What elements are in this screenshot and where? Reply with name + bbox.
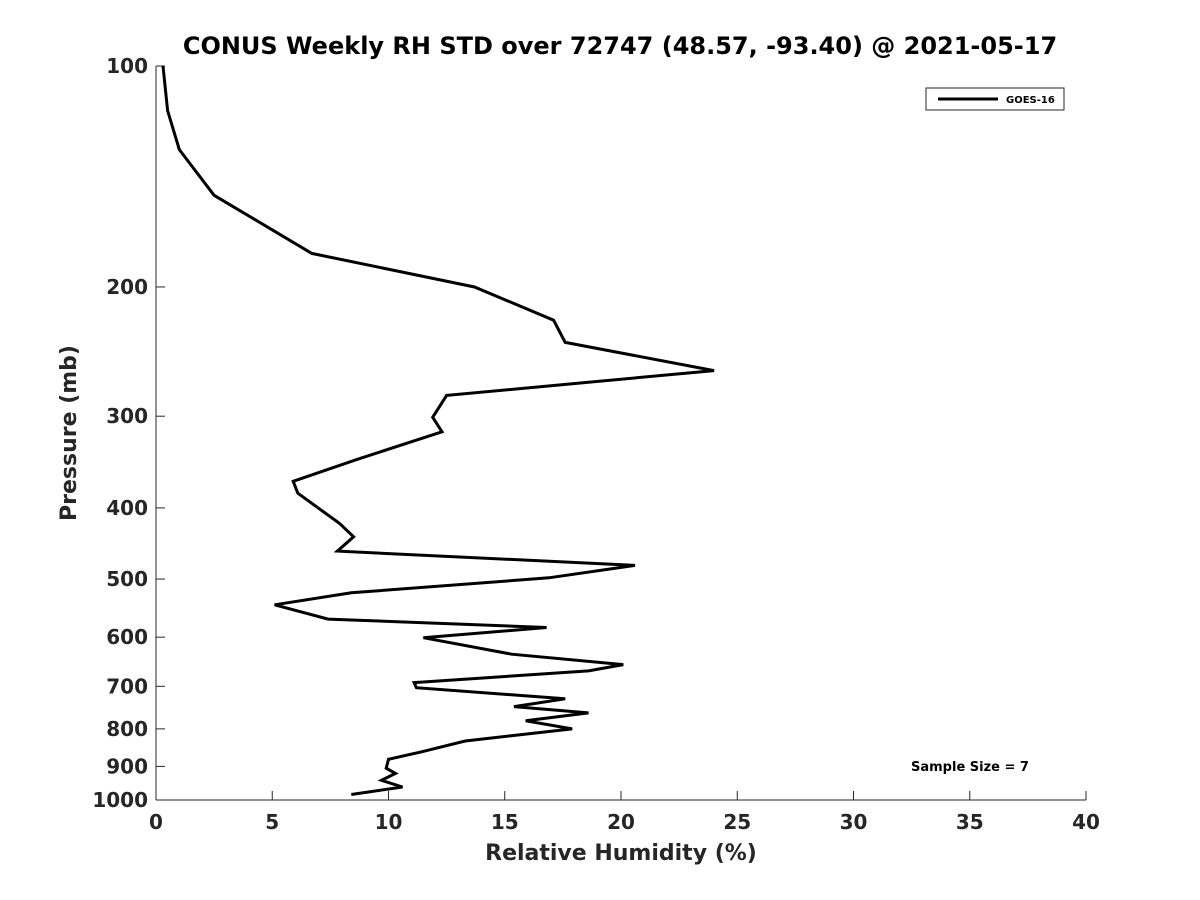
y-tick-label: 700 [106,674,148,698]
chart-title: CONUS Weekly RH STD over 72747 (48.57, -… [183,32,1057,60]
y-tick-label: 200 [106,275,148,299]
x-tick-label: 35 [956,810,984,834]
series-line-goes-16 [161,65,715,796]
y-tick-label: 300 [106,404,148,428]
legend-label-goes-16: GOES-16 [1006,95,1055,106]
x-tick-label: 20 [607,810,635,834]
y-tick-label: 100 [106,54,148,78]
y-tick-label: 900 [106,754,148,778]
x-tick-label: 25 [723,810,751,834]
x-tick-label: 5 [265,810,279,834]
y-tick-label: 600 [106,625,148,649]
y-axis-label: Pressure (mb) [57,345,82,521]
y-tick-label: 800 [106,717,148,741]
y-tick-label: 400 [106,496,148,520]
y-ticks: 100 200 300 400 500 600 700 800 900 1000 [92,54,165,812]
x-tick-label: 30 [840,810,868,834]
x-ticks: 0 5 10 15 20 25 30 35 40 [149,791,1100,834]
x-axis-label: Relative Humidity (%) [485,841,757,866]
sample-size-annotation: Sample Size = 7 [911,760,1029,775]
y-tick-label: 500 [106,567,148,591]
legend: GOES-16 [925,87,1065,111]
x-tick-label: 10 [375,810,403,834]
axes [155,66,1086,801]
x-tick-label: 0 [149,810,163,834]
y-tick-label: 1000 [92,788,148,812]
x-tick-label: 15 [491,810,519,834]
x-tick-label: 40 [1072,810,1100,834]
series-layer [161,65,715,796]
